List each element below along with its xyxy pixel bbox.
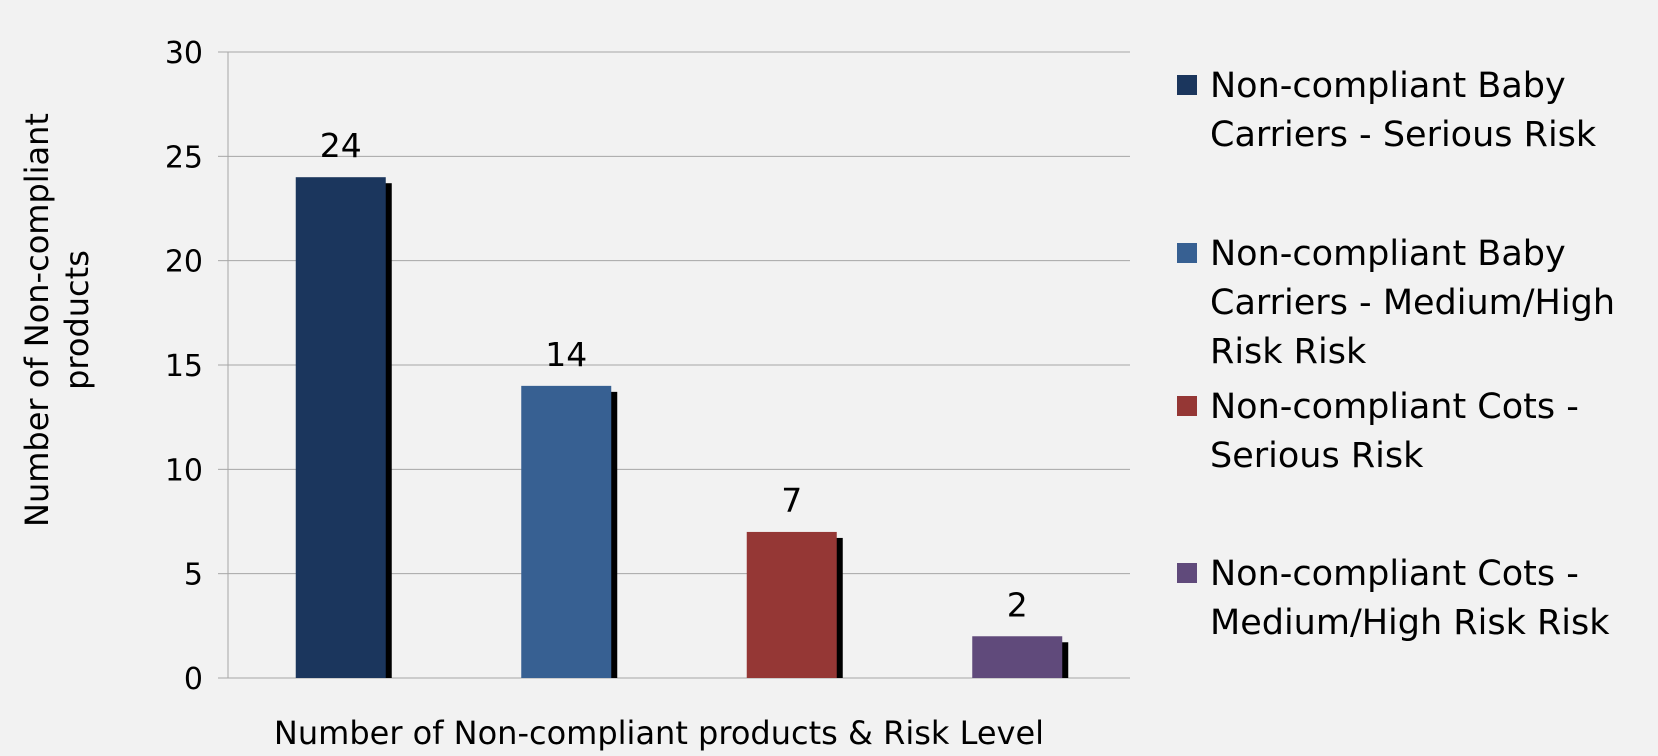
legend-entry-3: Non-compliant Cots - Serious Risk bbox=[1210, 387, 1579, 476]
bar-2 bbox=[521, 385, 612, 678]
legend-entry-2: Non-compliant Baby Carriers - Medium/High… bbox=[1210, 234, 1615, 372]
legend-entry-line: Non-compliant Cots - bbox=[1210, 554, 1579, 594]
data-label-4: 2 bbox=[1007, 585, 1028, 624]
x-axis-title: Number of Non-compliant products & Risk … bbox=[274, 714, 1044, 751]
y-tick-label: 30 bbox=[165, 36, 203, 71]
legend-entry-line: Carriers - Medium/High bbox=[1210, 283, 1615, 323]
bar-1 bbox=[295, 177, 386, 678]
y-tick-label: 25 bbox=[165, 140, 203, 175]
bars bbox=[295, 177, 1069, 678]
legend-entry-line: Risk Risk bbox=[1210, 332, 1367, 372]
bar-3 bbox=[746, 531, 837, 678]
y-tick-label: 5 bbox=[184, 558, 203, 593]
y-axis-title-line: Number of Non-compliant bbox=[18, 113, 56, 527]
y-tick-label: 15 bbox=[165, 349, 203, 384]
legend-entry-line: Non-compliant Baby bbox=[1210, 66, 1566, 106]
legend-entry-line: Non-compliant Cots - bbox=[1210, 387, 1579, 427]
legend-swatch-2 bbox=[1177, 243, 1197, 263]
data-labels: 24 14 7 2 bbox=[320, 126, 1028, 624]
legend-entry-line: Serious Risk bbox=[1210, 436, 1424, 476]
legend-swatch-4 bbox=[1177, 563, 1197, 583]
legend: Non-compliant Baby Carriers - Serious Ris… bbox=[1177, 66, 1615, 643]
legend-swatch-1 bbox=[1177, 75, 1197, 95]
y-tick-label: 10 bbox=[165, 453, 203, 488]
data-label-3: 7 bbox=[781, 481, 802, 520]
legend-entry-4: Non-compliant Cots - Medium/High Risk Ris… bbox=[1210, 554, 1610, 643]
data-label-2: 14 bbox=[545, 335, 587, 374]
y-axis-title-line: products bbox=[58, 250, 96, 390]
y-axis-title: Number of Non-compliantproducts bbox=[18, 113, 96, 527]
legend-entry-1: Non-compliant Baby Carriers - Serious Ris… bbox=[1210, 66, 1597, 155]
legend-entry-line: Medium/High Risk Risk bbox=[1210, 603, 1610, 643]
bar-4 bbox=[972, 636, 1063, 678]
legend-entry-line: Carriers - Serious Risk bbox=[1210, 115, 1597, 155]
y-axis: 0 5 10 15 20 25 30 bbox=[165, 36, 229, 697]
y-tick-label: 0 bbox=[184, 662, 203, 697]
legend-entry-line: Non-compliant Baby bbox=[1210, 234, 1566, 274]
legend-swatch-3 bbox=[1177, 396, 1197, 416]
y-tick-label: 20 bbox=[165, 245, 203, 280]
data-label-1: 24 bbox=[320, 126, 362, 165]
